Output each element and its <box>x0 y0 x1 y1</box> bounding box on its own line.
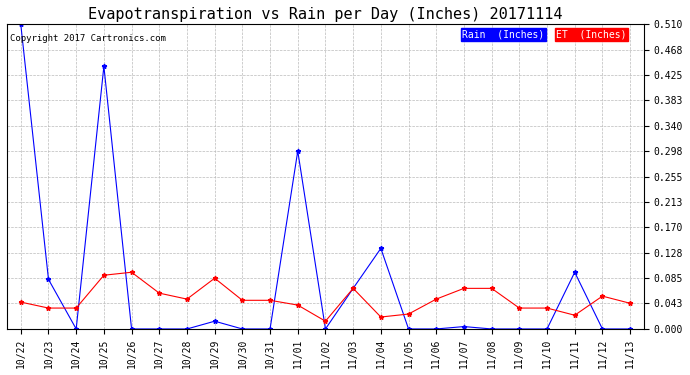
Text: Copyright 2017 Cartronics.com: Copyright 2017 Cartronics.com <box>10 34 166 43</box>
Text: Rain  (Inches): Rain (Inches) <box>462 29 544 39</box>
Text: ET  (Inches): ET (Inches) <box>556 29 627 39</box>
Title: Evapotranspiration vs Rain per Day (Inches) 20171114: Evapotranspiration vs Rain per Day (Inch… <box>88 7 563 22</box>
